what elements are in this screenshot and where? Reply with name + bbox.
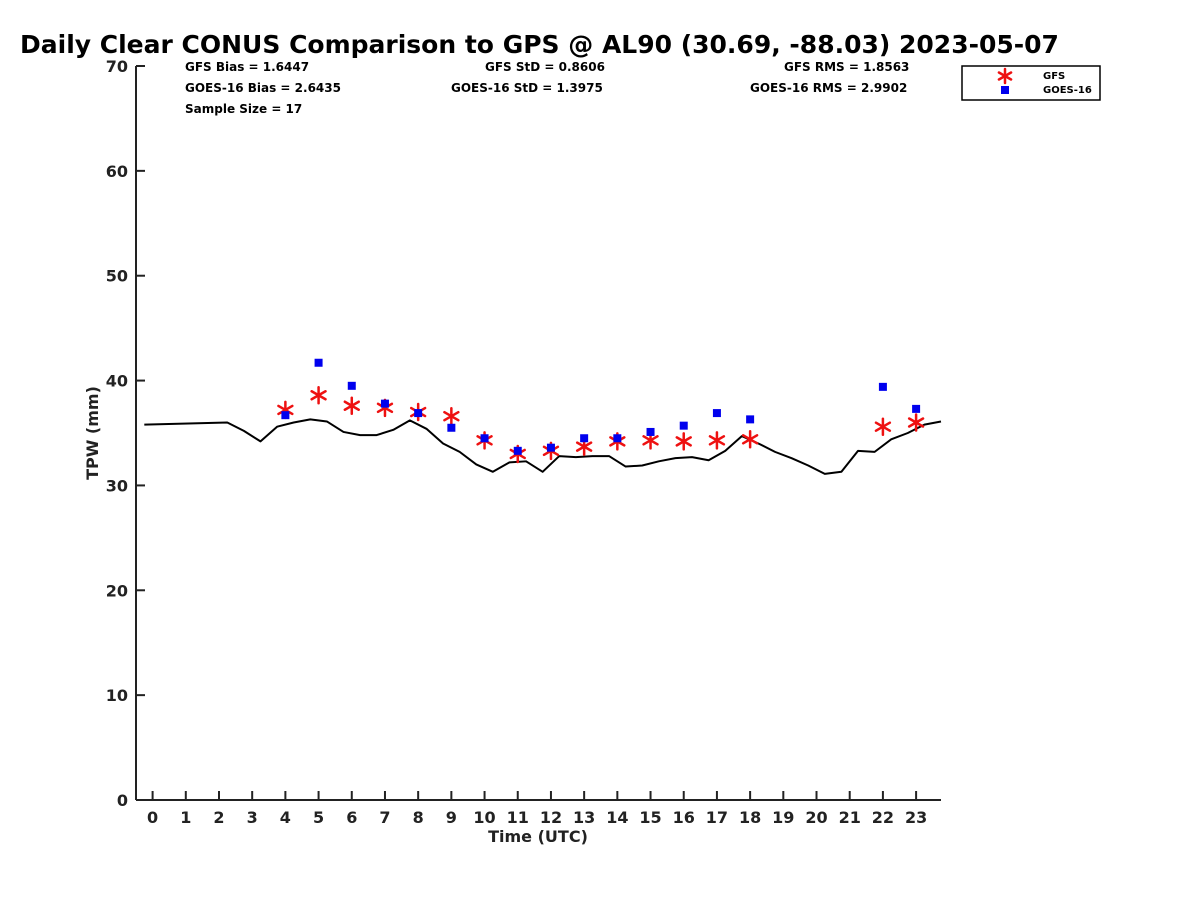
y-tick-label: 30: [106, 476, 128, 495]
goes-16-point: [414, 409, 423, 418]
chart-title: Daily Clear CONUS Comparison to GPS @ AL…: [20, 30, 1059, 59]
gfs-point: [907, 413, 925, 432]
x-axis-label: Time (UTC): [488, 827, 588, 846]
x-tick-label: 13: [573, 808, 595, 827]
x-tick-label: 19: [772, 808, 794, 827]
x-tick-label: 15: [639, 808, 661, 827]
x-tick-label: 20: [805, 808, 827, 827]
legend-gfs-label: GFS: [1043, 71, 1065, 82]
legend-goes-square: [1001, 86, 1009, 94]
gfs-marker-stroke: [675, 436, 692, 447]
goes-16-point: [546, 443, 555, 452]
gfs-marker-stroke: [741, 434, 759, 445]
goes-std-stat: GOES-16 StD = 1.3975: [451, 81, 603, 95]
sample-size-stat: Sample Size = 17: [185, 102, 302, 116]
goes-16-point: [480, 434, 489, 443]
gfs-marker-stroke: [708, 435, 726, 446]
gfs-std-stat: GFS StD = 0.8606: [485, 60, 605, 74]
y-tick-label: 70: [106, 57, 128, 76]
goes-16-point: [646, 427, 655, 436]
goes-16-point: [878, 382, 887, 391]
goes-rms-stat: GOES-16 RMS = 2.9902: [750, 81, 907, 95]
goes-16-point: [347, 381, 356, 390]
x-tick-label: 14: [606, 808, 628, 827]
x-tick-label: 23: [905, 808, 927, 827]
x-tick-label: 21: [839, 808, 861, 827]
goes-bias-stat: GOES-16 Bias = 2.6435: [185, 81, 341, 95]
legend-goes-label: GOES-16: [1043, 85, 1092, 96]
x-tick-label: 6: [346, 808, 357, 827]
gfs-point: [310, 386, 327, 405]
gfs-marker-stroke: [343, 400, 360, 411]
gfs-marker-stroke: [310, 390, 327, 401]
gfs-bias-stat: GFS Bias = 1.6447: [185, 60, 309, 74]
x-tick-label: 0: [147, 808, 158, 827]
x-tick-label: 5: [313, 808, 324, 827]
goes-16-point: [613, 434, 622, 443]
y-tick-label: 40: [106, 372, 128, 391]
x-tick-label: 8: [413, 808, 424, 827]
gfs-marker-stroke: [277, 404, 294, 416]
x-tick-label: 7: [379, 808, 390, 827]
goes-16-point: [679, 421, 688, 430]
gps-tpw-line: [144, 418, 942, 475]
gfs-point: [741, 430, 759, 449]
gfs-marker-stroke: [642, 435, 659, 446]
legend-goes-marker: [1001, 86, 1009, 94]
goes-16-point: [281, 411, 290, 420]
y-tick-label: 60: [106, 162, 128, 181]
x-tick-label: 16: [673, 808, 695, 827]
goes-16-point: [912, 404, 921, 413]
legend-gfs-marker: [997, 67, 1013, 85]
plot-series: [144, 358, 942, 475]
x-tick-label: 11: [507, 808, 529, 827]
gfs-point: [675, 432, 692, 451]
gfs-point: [443, 406, 460, 426]
goes-16-point: [513, 446, 522, 455]
x-tick-label: 10: [473, 808, 495, 827]
goes-16-point: [580, 434, 589, 443]
x-tick-label: 22: [872, 808, 894, 827]
y-tick-label: 20: [106, 581, 128, 600]
legend: GFS GOES-16: [961, 65, 1101, 101]
y-axis-label: TPW (mm): [83, 386, 102, 480]
x-tick-label: 9: [446, 808, 457, 827]
goes-16-point: [314, 358, 323, 367]
gfs-marker-stroke: [575, 441, 593, 452]
gfs-point: [343, 396, 360, 415]
gfs-marker-stroke: [376, 402, 394, 414]
goes-16-point: [712, 409, 721, 418]
y-tick-label: 0: [117, 791, 128, 810]
x-tick-label: 3: [247, 808, 258, 827]
gfs-marker-stroke: [874, 421, 892, 432]
x-tick-label: 1: [180, 808, 191, 827]
gfs-point: [708, 431, 726, 450]
goes-16-point: [447, 423, 456, 432]
legend-gfs-asterisk: [997, 67, 1013, 85]
gfs-marker-stroke: [997, 71, 1013, 81]
legend-box: [961, 65, 1101, 101]
y-tick-label: 10: [106, 686, 128, 705]
y-tick-label: 50: [106, 267, 128, 286]
gfs-point: [874, 417, 892, 436]
x-tick-label: 2: [213, 808, 224, 827]
gfs-marker-stroke: [443, 410, 460, 422]
x-tick-label: 12: [540, 808, 562, 827]
x-tick-label: 18: [739, 808, 761, 827]
gfs-rms-stat: GFS RMS = 1.8563: [784, 60, 909, 74]
goes-16-point: [746, 415, 755, 424]
goes-16-point: [380, 399, 389, 408]
x-tick-label: 4: [280, 808, 291, 827]
gfs-marker-stroke: [907, 417, 925, 428]
x-tick-label: 17: [706, 808, 728, 827]
